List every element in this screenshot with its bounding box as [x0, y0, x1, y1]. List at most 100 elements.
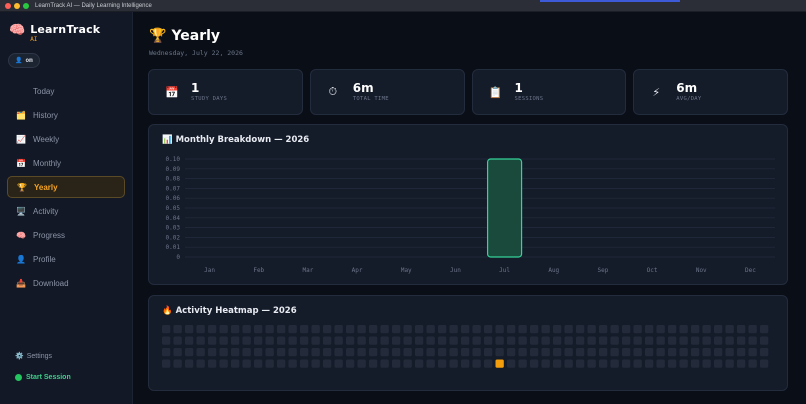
heatmap-cell[interactable]: [610, 336, 619, 345]
heatmap-cell[interactable]: [392, 336, 401, 345]
heatmap-cell[interactable]: [277, 359, 286, 368]
heatmap-cell[interactable]: [219, 348, 228, 357]
heatmap-cell[interactable]: [369, 359, 378, 368]
heatmap-cell[interactable]: [426, 336, 435, 345]
heatmap-cell[interactable]: [610, 348, 619, 357]
heatmap-cell[interactable]: [426, 348, 435, 357]
heatmap-cell[interactable]: [438, 359, 447, 368]
heatmap-cell[interactable]: [760, 325, 769, 334]
heatmap-cell[interactable]: [484, 359, 493, 368]
heatmap-cell[interactable]: [495, 325, 504, 334]
heatmap-cell[interactable]: [702, 336, 711, 345]
heatmap-cell[interactable]: [323, 359, 332, 368]
heatmap-cell[interactable]: [196, 325, 205, 334]
heatmap-cell[interactable]: [656, 336, 665, 345]
heatmap-cell[interactable]: [415, 359, 424, 368]
heatmap-cell[interactable]: [185, 359, 194, 368]
heatmap-cell[interactable]: [553, 359, 562, 368]
close-window-button[interactable]: [5, 2, 11, 9]
heatmap-cell[interactable]: [300, 325, 309, 334]
heatmap-cell[interactable]: [507, 325, 516, 334]
heatmap-cell[interactable]: [449, 325, 458, 334]
heatmap-cell[interactable]: [748, 336, 757, 345]
heatmap-cell[interactable]: [668, 359, 677, 368]
heatmap-cell[interactable]: [622, 325, 631, 334]
user-chip[interactable]: 👤 om: [8, 53, 40, 68]
heatmap-cell[interactable]: [691, 325, 700, 334]
heatmap-cell[interactable]: [737, 348, 746, 357]
heatmap-cell[interactable]: [403, 348, 412, 357]
heatmap-cell[interactable]: [334, 336, 343, 345]
heatmap-cell[interactable]: [633, 359, 642, 368]
heatmap-cell[interactable]: [208, 359, 217, 368]
heatmap-cell[interactable]: [587, 348, 596, 357]
heatmap-cell[interactable]: [530, 359, 539, 368]
heatmap-cell[interactable]: [702, 348, 711, 357]
heatmap-cell[interactable]: [541, 336, 550, 345]
heatmap-cell[interactable]: [357, 336, 366, 345]
heatmap-cell[interactable]: [311, 325, 320, 334]
heatmap-cell[interactable]: [254, 325, 263, 334]
heatmap-cell[interactable]: [219, 325, 228, 334]
heatmap-cell[interactable]: [679, 336, 688, 345]
heatmap-cell[interactable]: [645, 325, 654, 334]
heatmap-cell[interactable]: [725, 348, 734, 357]
heatmap-cell[interactable]: [369, 336, 378, 345]
sidebar-item-yearly[interactable]: 🏆 Yearly: [7, 176, 125, 198]
heatmap-cell[interactable]: [346, 336, 355, 345]
heatmap-cell[interactable]: [656, 359, 665, 368]
heatmap-cell[interactable]: [461, 325, 470, 334]
heatmap-cell[interactable]: [461, 348, 470, 357]
heatmap-cell[interactable]: [392, 348, 401, 357]
heatmap-cell[interactable]: [760, 359, 769, 368]
heatmap-cell[interactable]: [265, 359, 274, 368]
heatmap-cell[interactable]: [461, 336, 470, 345]
sidebar-item-today[interactable]: Today: [7, 80, 125, 102]
heatmap-cell[interactable]: [438, 336, 447, 345]
heatmap-cell[interactable]: [472, 359, 481, 368]
heatmap-cell[interactable]: [576, 336, 585, 345]
heatmap-cell[interactable]: [185, 336, 194, 345]
heatmap-cell[interactable]: [633, 336, 642, 345]
heatmap-cell[interactable]: [679, 348, 688, 357]
heatmap-cell[interactable]: [196, 359, 205, 368]
heatmap-cell[interactable]: [449, 359, 458, 368]
heatmap-cell[interactable]: [518, 336, 527, 345]
heatmap-cell[interactable]: [380, 325, 389, 334]
heatmap-cell[interactable]: [656, 325, 665, 334]
heatmap-cell[interactable]: [323, 336, 332, 345]
heatmap-cell[interactable]: [633, 348, 642, 357]
heatmap-cell[interactable]: [748, 348, 757, 357]
heatmap-cell[interactable]: [231, 336, 240, 345]
heatmap-cell[interactable]: [323, 348, 332, 357]
heatmap-cell[interactable]: [173, 336, 182, 345]
heatmap-cell[interactable]: [162, 359, 171, 368]
heatmap-cell[interactable]: [541, 359, 550, 368]
heatmap-cell[interactable]: [265, 348, 274, 357]
heatmap-cell[interactable]: [495, 348, 504, 357]
heatmap-cell[interactable]: [760, 336, 769, 345]
heatmap-cell[interactable]: [277, 336, 286, 345]
heatmap-cell[interactable]: [541, 325, 550, 334]
heatmap-cell[interactable]: [242, 359, 251, 368]
heatmap-cell[interactable]: [380, 359, 389, 368]
heatmap-cell[interactable]: [484, 325, 493, 334]
heatmap-cell[interactable]: [507, 348, 516, 357]
heatmap-cell[interactable]: [645, 348, 654, 357]
heatmap-cell[interactable]: [472, 336, 481, 345]
brand-logo[interactable]: 🧠 LearnTrack AI: [9, 24, 100, 44]
heatmap-cell[interactable]: [162, 336, 171, 345]
heatmap-cell[interactable]: [346, 348, 355, 357]
heatmap-cell[interactable]: [587, 325, 596, 334]
heatmap-cell[interactable]: [208, 336, 217, 345]
heatmap-cell[interactable]: [392, 359, 401, 368]
heatmap-cell[interactable]: [610, 325, 619, 334]
heatmap-cell[interactable]: [564, 348, 573, 357]
heatmap-cell[interactable]: [622, 359, 631, 368]
heatmap-cell[interactable]: [369, 348, 378, 357]
heatmap-cell[interactable]: [242, 325, 251, 334]
heatmap-cell[interactable]: [173, 348, 182, 357]
heatmap-cell[interactable]: [668, 325, 677, 334]
heatmap-cell[interactable]: [219, 359, 228, 368]
heatmap-cell[interactable]: [541, 348, 550, 357]
